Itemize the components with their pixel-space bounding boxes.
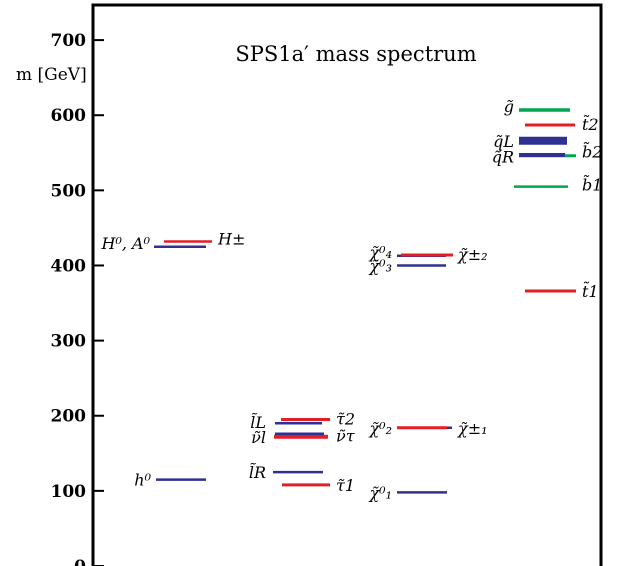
particle-label: b̃2 bbox=[582, 141, 602, 161]
y-tick-label: 300 bbox=[51, 332, 87, 352]
particle-label: q̃L bbox=[493, 132, 514, 151]
particle-label: b̃1 bbox=[582, 174, 602, 194]
particle-label: τ̃2 bbox=[336, 410, 355, 429]
particle-label: l̃L bbox=[250, 412, 266, 431]
particle-label: q̃R bbox=[492, 148, 514, 167]
particle-label: t̃2 bbox=[582, 114, 599, 134]
particle-label: H⁰, A⁰ bbox=[100, 234, 150, 253]
y-axis-label: m [GeV] bbox=[16, 65, 87, 85]
particle-label: χ̃±₁ bbox=[457, 419, 488, 438]
particle-label: H± bbox=[217, 229, 245, 248]
mass-levels bbox=[154, 108, 576, 494]
particle-label: ν̃l bbox=[251, 428, 266, 447]
y-tick-label: 600 bbox=[51, 106, 87, 126]
particle-label: χ̃⁰₂ bbox=[368, 419, 392, 438]
particle-label: χ̃⁰₁ bbox=[368, 483, 392, 502]
y-tick-label: 200 bbox=[51, 407, 87, 427]
y-tick-label: 400 bbox=[51, 256, 87, 276]
particle-label: χ̃⁰₄ bbox=[368, 243, 392, 262]
y-tick-label: 100 bbox=[51, 482, 87, 502]
particle-label: τ̃1 bbox=[336, 476, 355, 495]
particle-label: t̃1 bbox=[582, 281, 599, 301]
particle-label: χ̃±₂ bbox=[457, 245, 488, 264]
y-tick-label: 700 bbox=[51, 31, 87, 51]
particle-label: g̃ bbox=[504, 97, 514, 116]
particle-label: χ̃⁰₃ bbox=[368, 256, 392, 275]
particle-label: l̃R bbox=[249, 463, 266, 482]
plot-frame bbox=[91, 3, 603, 566]
particle-label: ν̃τ bbox=[336, 426, 356, 445]
y-axis: 0 100 200 300 400 500 600 700 bbox=[51, 31, 104, 566]
y-tick-label: 0 bbox=[74, 557, 86, 566]
particle-labels: h⁰ H⁰, A⁰ H± l̃R ν̃ll̃L τ̃1 ν̃ττ̃2 χ̃⁰₁ χ̃⁰₂ χ̃⁰₃… bbox=[100, 97, 602, 502]
y-tick-label: 500 bbox=[51, 181, 87, 201]
chart-title: SPS1a′ mass spectrum bbox=[235, 42, 476, 66]
particle-label: h⁰ bbox=[134, 471, 151, 490]
